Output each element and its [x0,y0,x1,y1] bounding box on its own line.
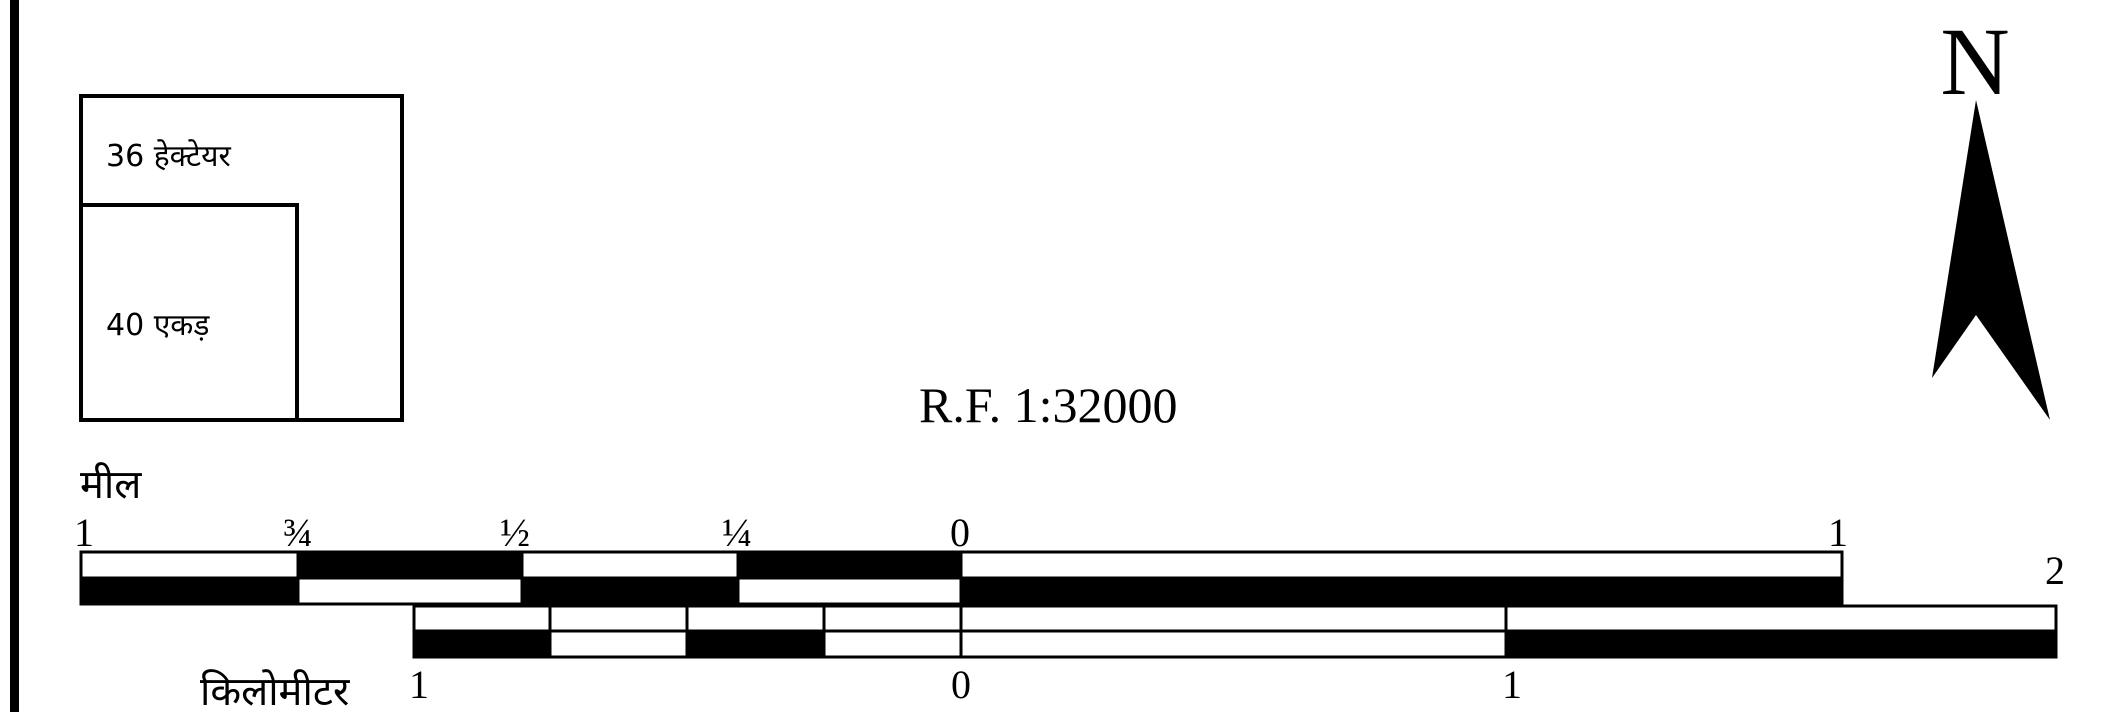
mile-segment-black [959,576,1844,606]
mile-segment-white [79,550,300,580]
km-tick-label: 1 [409,662,429,707]
mile-segment-white [736,576,963,606]
km-unit-label: किलोमीटर [200,669,350,712]
north-arrow: N [1932,8,2050,420]
mile-tick-label: 1 [74,510,94,555]
mile-unit-label: मील [80,462,142,508]
mile-tick-label: 0 [950,510,970,555]
hectare-label: 36 हेक्टेयर [106,139,232,174]
north-arrow-icon [1932,100,2050,420]
mile-segment-black [296,550,524,580]
mile-tick-label: ¼ [722,510,752,555]
map-border [10,0,19,712]
km-segment-white [548,629,689,659]
km-segment-white [685,604,826,633]
mile-tick-label: 2 [2045,548,2065,593]
mile-tick-label: 1 [1828,510,1848,555]
area-comparison: 36 हेक्टेयर 40 एकड़ [79,94,404,422]
km-segment-black [1504,629,2058,659]
km-tick-label: 1 [1502,662,1522,707]
km-segment-white [822,629,963,659]
km-segment-white [959,604,1508,633]
mile-scale-bar: मील 1 ¾ ½ ¼ 0 1 2 [74,462,2065,606]
mile-segment-black [736,550,963,580]
km-segment-white [959,629,1508,659]
km-segment-white [822,604,963,633]
km-scale-bar: किलोमीटर 1 0 1 [200,604,2058,712]
mile-tick-label: ½ [500,510,530,555]
km-segment-black [412,629,552,659]
km-tick-label: 0 [951,662,971,707]
mile-segment-white [959,550,1844,580]
km-segment-white [1504,604,2058,633]
km-segment-black [685,629,826,659]
km-segment-white [412,604,552,633]
north-letter: N [1940,8,2009,115]
mile-segment-white [296,576,524,606]
mile-segment-black [79,576,300,606]
acre-square [79,203,299,422]
mile-segment-white [520,550,740,580]
representative-fraction: R.F. 1:32000 [919,377,1178,433]
mile-tick-label: ¾ [283,510,313,555]
mile-segment-black [520,576,740,606]
acre-label: 40 एकड़ [106,308,210,343]
km-segment-white [548,604,689,633]
